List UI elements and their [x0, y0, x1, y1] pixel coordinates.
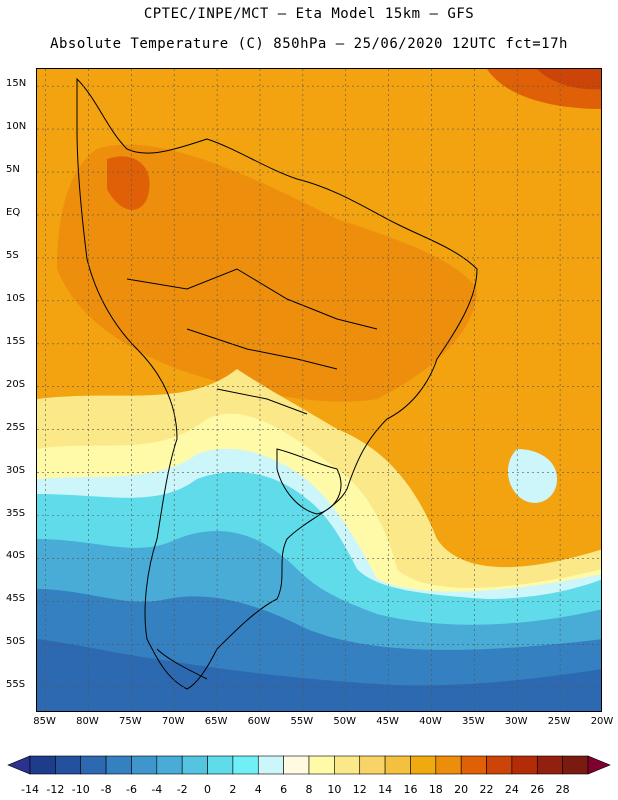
lon-tick-label: 60W [247, 716, 271, 727]
colorbar-swatch [562, 755, 589, 775]
lon-tick-label: 70W [161, 716, 185, 727]
colorbar-tick-label: 14 [378, 783, 393, 796]
colorbar-swatch [384, 755, 411, 775]
colorbar-tick-label: -6 [125, 783, 137, 796]
lat-tick-label: 30S [6, 464, 26, 476]
colorbar-tick-label: -14 [21, 783, 39, 796]
colorbar-tick-label: -10 [71, 783, 90, 796]
colorbar-swatch [105, 755, 132, 775]
colorbar-tick-label: 0 [204, 783, 212, 796]
lat-tick-label: 10S [6, 292, 26, 304]
lon-tick-label: 45W [376, 716, 399, 727]
colorbar-tick-label: -2 [176, 783, 188, 796]
lat-tick-label: 25S [6, 421, 26, 433]
colorbar-tick-label: 22 [479, 783, 494, 796]
colorbar-swatch [55, 755, 82, 775]
lat-tick-label: 15S [6, 335, 26, 347]
lon-tick-label: 65W [204, 716, 228, 727]
colorbar-swatch [486, 755, 513, 775]
lon-tick-label: 80W [76, 716, 99, 727]
colorbar-swatch [460, 755, 487, 775]
lon-tick-label: 75W [119, 716, 142, 727]
colorbar-swatch [181, 755, 208, 775]
colorbar-tick-label: -4 [151, 783, 163, 796]
colorbar-tick-label: -12 [46, 783, 65, 796]
colorbar-tick-label: 26 [530, 783, 545, 796]
colorbar-tick-label: 12 [352, 783, 367, 796]
colorbar-tick-label: 10 [327, 783, 342, 796]
colorbar-tick-label: 16 [403, 783, 418, 796]
lat-tick-label: 15N [6, 78, 27, 90]
chart-title: CPTEC/INPE/MCT – Eta Model 15km – GFS [143, 6, 475, 22]
colorbar-high-arrow [587, 755, 611, 775]
colorbar-swatch [29, 755, 56, 775]
colorbar-low-arrow [7, 755, 31, 775]
colorbar [7, 755, 611, 775]
colorbar-swatch [410, 755, 437, 775]
colorbar-tick-label: 2 [229, 783, 237, 796]
lat-tick-label: 10N [6, 121, 27, 133]
colorbar-swatch [511, 755, 538, 775]
colorbar-tick-label: 20 [454, 783, 469, 796]
lon-tick-label: 50W [333, 716, 357, 727]
colorbar-swatch [207, 755, 234, 775]
temperature-field [37, 69, 601, 711]
colorbar-swatch [283, 755, 310, 775]
colorbar-swatch [257, 755, 284, 775]
colorbar-swatch [308, 755, 335, 775]
colorbar-swatch [359, 755, 386, 775]
colorbar-swatch [536, 755, 563, 775]
colorbar-tick-label: 4 [254, 783, 262, 796]
chart-subtitle: Absolute Temperature (C) 850hPa – 25/06/… [50, 36, 568, 52]
colorbar-swatch [435, 755, 462, 775]
colorbar-tick-label: 24 [504, 783, 519, 796]
colorbar-tick-label: 18 [428, 783, 443, 796]
colorbar-swatch [156, 755, 183, 775]
map-panel [36, 68, 602, 712]
temperature-map [37, 69, 601, 711]
lat-tick-label: 50S [6, 636, 26, 648]
lon-tick-label: 35W [462, 716, 485, 727]
lon-tick-label: 40W [419, 716, 442, 727]
colorbar-swatch [232, 755, 259, 775]
colorbar-swatch [334, 755, 361, 775]
lat-tick-label: 35S [6, 507, 26, 519]
colorbar-tick-label: 28 [555, 783, 570, 796]
lat-tick-label: EQ [6, 206, 21, 218]
lat-tick-label: 5N [6, 164, 20, 176]
colorbar-tick-label: 6 [280, 783, 288, 796]
colorbar-swatch [131, 755, 158, 775]
lat-tick-label: 55S [6, 679, 26, 691]
lat-tick-label: 20S [6, 378, 26, 390]
lat-lon-grid [37, 69, 601, 711]
lon-tick-label: 85W [33, 716, 56, 727]
lon-tick-label: 30W [504, 716, 528, 727]
lon-tick-label: 55W [290, 716, 314, 727]
colorbar-swatch [80, 755, 107, 775]
lat-tick-label: 45S [6, 593, 26, 605]
lon-tick-label: 20W [590, 716, 614, 727]
lat-tick-label: 5S [6, 249, 19, 261]
colorbar-tick-label: 8 [305, 783, 313, 796]
lat-tick-label: 40S [6, 550, 26, 562]
lon-tick-label: 25W [547, 716, 571, 727]
colorbar-tick-label: -8 [100, 783, 112, 796]
